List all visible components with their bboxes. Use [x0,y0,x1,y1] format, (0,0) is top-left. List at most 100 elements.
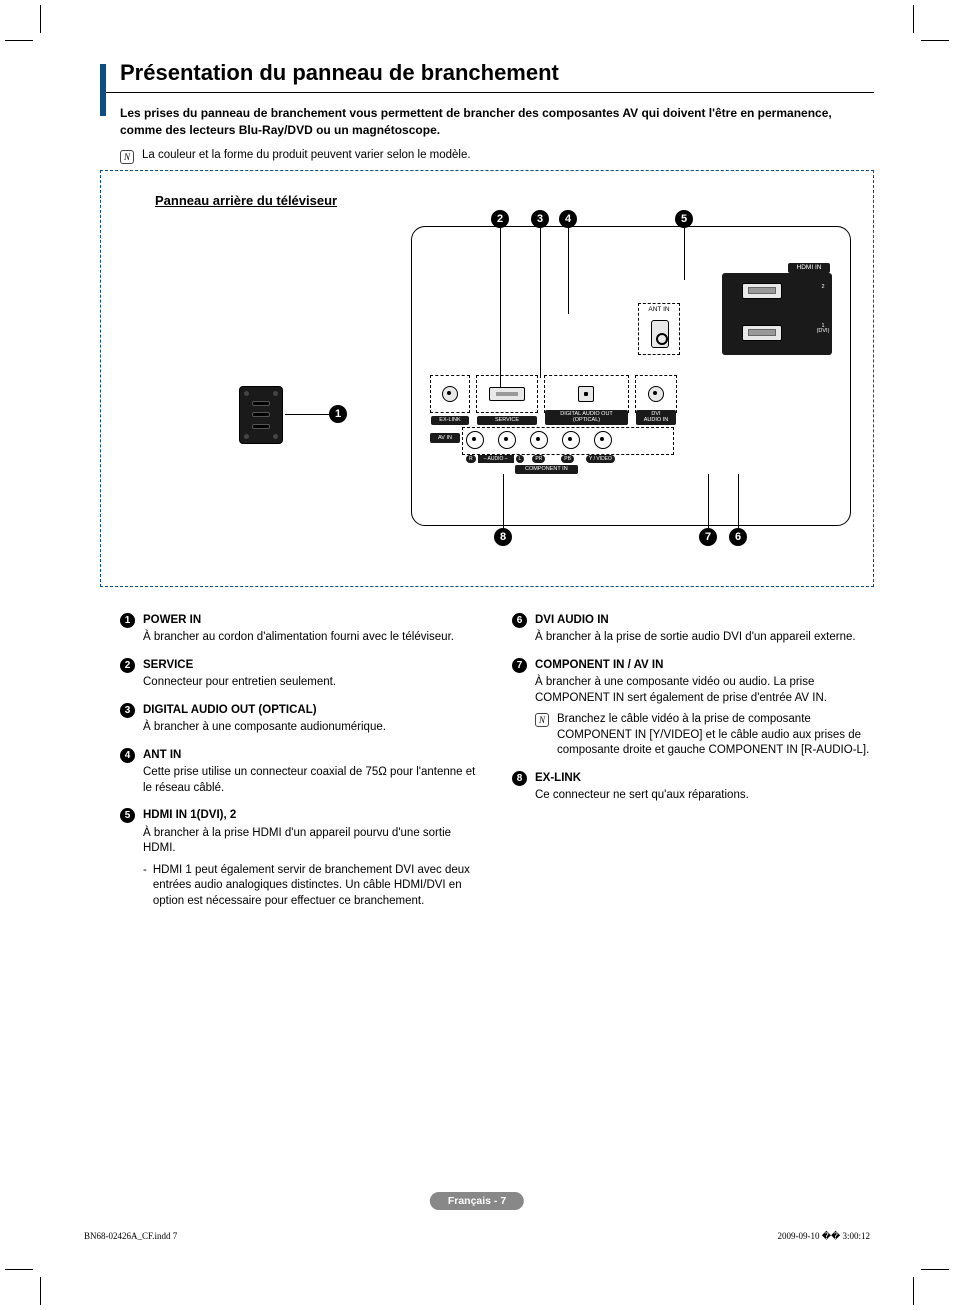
num-badge: 4 [120,748,135,763]
lower-port-row: EX-LINK SERVICE DIGITAL AUDIO OUT (OPTIC… [430,375,832,485]
page-number-badge: Français - 7 [430,1192,524,1210]
callout-4: 4 [559,210,577,228]
pb-label: PB [561,455,574,463]
tv-back-outline: HDMI IN 2 1 (DVI) ANT IN EX-LINK [411,226,851,526]
hdmi-2-label: 2 [816,283,830,301]
hdmi-port-2 [742,283,782,299]
desc-item-5: 5 HDMI IN 1(DVI), 2 À brancher à la prise… [120,808,482,909]
footer-right: 2009-09-10 �� 3:00:12 [778,1231,870,1242]
num-badge: 8 [512,771,527,786]
service-label: SERVICE [477,416,537,425]
crop-mark [921,40,949,41]
optical-port [578,386,594,402]
digital-audio-out-group: DIGITAL AUDIO OUT (OPTICAL) [544,375,629,413]
hdmi-in-label: HDMI IN [788,263,830,273]
desc-body: Cette prise utilise un connecteur coaxia… [143,765,482,796]
crop-mark [40,5,41,33]
leader-line [684,228,685,280]
rca-labels-row: R – AUDIO – L PR PB Y / VIDEO [466,455,615,463]
desc-title: EX-LINK [535,771,581,787]
diagram-area: 2 3 4 5 1 HDMI IN 2 1 (DVI) [191,226,843,556]
crop-mark [921,1269,949,1270]
ant-in-label: ANT IN [639,306,679,313]
crop-mark [913,1277,914,1305]
desc-body: À brancher à la prise de sortie audio DV… [535,630,874,646]
desc-title: DIGITAL AUDIO OUT (OPTICAL) [143,703,317,719]
callout-2: 2 [491,210,509,228]
desc-title: DVI AUDIO IN [535,613,609,629]
crop-mark [40,1277,41,1305]
desc-body: À brancher à la prise HDMI d'un appareil… [143,826,482,857]
leader-line [708,474,709,528]
note-icon: N [120,150,134,164]
av-in-label: AV IN [430,433,460,443]
callout-6: 6 [729,528,747,546]
rear-panel-diagram: Panneau arrière du téléviseur 2 3 4 5 1 … [100,170,874,587]
print-footer: BN68-02426A_CF.indd 7 2009-09-10 �� 3:00… [80,1231,874,1242]
num-badge: 7 [512,658,527,673]
desc-title: HDMI IN 1(DVI), 2 [143,808,236,824]
ant-in-group: ANT IN [638,303,680,355]
desc-item-7: 7 COMPONENT IN / AV IN À brancher à une c… [512,658,874,759]
rca-y-video [594,431,612,449]
service-group: SERVICE [476,375,538,413]
pr-label: PR [532,455,545,463]
digital-audio-out-label: DIGITAL AUDIO OUT (OPTICAL) [545,410,628,425]
intro-text: Les prises du panneau de branchement vou… [120,105,874,139]
desc-title: ANT IN [143,748,181,764]
desc-body: À brancher au cordon d'alimentation four… [143,630,482,646]
rca-row [466,431,612,449]
rca-pb [562,431,580,449]
callout-1: 1 [329,405,347,423]
sub-note-text: Branchez le câble vidéo à la prise de co… [557,712,874,759]
callout-7: 7 [699,528,717,546]
ex-link-jack [442,386,458,402]
left-column: 1 POWER IN À brancher au cordon d'aliment… [120,613,482,922]
rca-l [498,431,516,449]
crop-mark [5,1269,33,1270]
dvi-audio-in-label: DVI AUDIO IN [636,410,676,425]
desc-body: Connecteur pour entretien seulement. [143,675,482,691]
num-badge: 5 [120,808,135,823]
page-content: Présentation du panneau de branchement L… [80,60,874,1250]
desc-item-8: 8 EX-LINK Ce connecteur ne sert qu'aux ré… [512,771,874,804]
ex-link-group: EX-LINK [430,375,470,413]
ant-connector [651,320,669,348]
page-title: Présentation du panneau de branchement [120,60,874,86]
desc-sub-note: N Branchez le câble vidéo à la prise de c… [535,712,874,759]
service-port [489,387,525,401]
callout-8: 8 [494,528,512,546]
desc-sub-dash: -HDMI 1 peut également servir de branche… [143,863,482,910]
hdmi-1-dvi-label: 1 (DVI) [816,323,830,341]
desc-title: POWER IN [143,613,201,629]
y-video-label: Y / VIDEO [586,455,615,463]
desc-item-1: 1 POWER IN À brancher au cordon d'aliment… [120,613,482,646]
desc-body: Ce connecteur ne sert qu'aux réparations… [535,788,874,804]
num-badge: 1 [120,613,135,628]
leader-line [738,474,739,528]
note-icon: N [535,713,549,727]
r-label: R [466,455,476,463]
desc-body: À brancher à une composante vidéo ou aud… [535,675,874,706]
leader-line [503,474,504,528]
rca-pr [530,431,548,449]
hdmi-port-1-dvi [742,325,782,341]
ex-link-label: EX-LINK [431,416,469,425]
section-title-bar: Présentation du panneau de branchement [100,60,874,93]
desc-item-4: 4 ANT IN Cette prise utilise un connecteu… [120,748,482,797]
desc-item-3: 3DIGITAL AUDIO OUT (OPTICAL) À brancher … [120,703,482,736]
leader-line [540,228,541,378]
num-badge: 3 [120,703,135,718]
audio-label: – AUDIO – [478,455,514,463]
right-column: 6 DVI AUDIO IN À brancher à la prise de s… [512,613,874,922]
descriptions: 1 POWER IN À brancher au cordon d'aliment… [120,613,874,922]
leader-line [568,228,569,314]
dvi-audio-in-group: DVI AUDIO IN [635,375,677,413]
crop-mark [913,5,914,33]
power-in-connector [239,386,283,444]
l-label: L [516,455,525,463]
desc-title: SERVICE [143,658,193,674]
desc-title: COMPONENT IN / AV IN [535,658,663,674]
num-badge: 6 [512,613,527,628]
footer-left: BN68-02426A_CF.indd 7 [84,1231,177,1242]
